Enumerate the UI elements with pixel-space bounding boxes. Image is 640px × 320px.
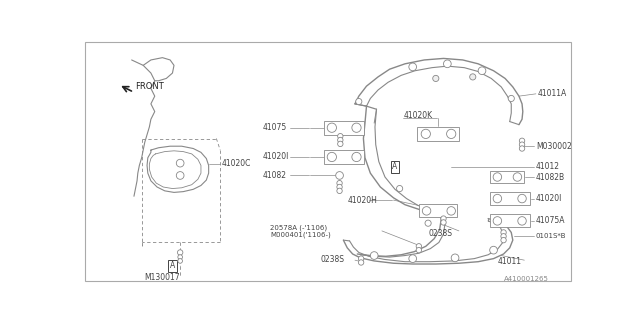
Text: 41075A: 41075A [536, 216, 565, 225]
Circle shape [433, 75, 439, 82]
Circle shape [508, 95, 515, 101]
Text: A: A [170, 261, 175, 270]
Circle shape [327, 123, 337, 132]
Circle shape [397, 186, 403, 192]
Circle shape [444, 60, 451, 68]
Circle shape [451, 254, 459, 262]
Circle shape [178, 259, 182, 263]
Circle shape [336, 172, 344, 179]
Text: 41075: 41075 [262, 123, 287, 132]
Bar [490, 214, 530, 227]
Text: M030002: M030002 [536, 142, 572, 151]
Circle shape [371, 252, 378, 260]
Circle shape [416, 247, 422, 253]
Circle shape [441, 216, 446, 221]
Circle shape [178, 255, 182, 260]
Bar [490, 171, 524, 183]
Circle shape [519, 138, 525, 143]
Text: 41020I: 41020I [536, 194, 563, 203]
Text: A410001265: A410001265 [504, 276, 548, 283]
Circle shape [338, 137, 343, 143]
Circle shape [352, 123, 361, 132]
Text: 0238S: 0238S [320, 255, 344, 264]
Circle shape [352, 152, 361, 162]
Bar [324, 150, 364, 164]
Circle shape [421, 129, 431, 139]
Text: FRONT: FRONT [136, 82, 164, 91]
Circle shape [493, 173, 502, 181]
Circle shape [501, 237, 506, 243]
Circle shape [490, 246, 497, 254]
Circle shape [478, 67, 486, 75]
Text: 41012: 41012 [536, 163, 560, 172]
Text: 0101S*B: 0101S*B [536, 233, 566, 238]
Text: 41020I: 41020I [262, 152, 289, 162]
Bar [419, 204, 458, 217]
Circle shape [518, 194, 526, 203]
Circle shape [519, 142, 525, 147]
Circle shape [338, 141, 343, 147]
Circle shape [176, 159, 184, 167]
Bar [417, 127, 459, 141]
Text: M130017: M130017 [144, 273, 179, 282]
Circle shape [338, 133, 343, 139]
Circle shape [358, 256, 364, 261]
Text: 41082: 41082 [262, 171, 287, 180]
Circle shape [337, 184, 342, 190]
Circle shape [358, 260, 364, 265]
Circle shape [441, 220, 446, 225]
Text: 20578A (-'1106): 20578A (-'1106) [270, 225, 328, 231]
Circle shape [493, 194, 502, 203]
Circle shape [501, 230, 506, 235]
Circle shape [416, 244, 422, 249]
Circle shape [425, 220, 431, 226]
Circle shape [447, 207, 456, 215]
Text: 41011: 41011 [497, 257, 522, 266]
Circle shape [409, 255, 417, 262]
Circle shape [422, 207, 431, 215]
Circle shape [337, 180, 342, 186]
Bar [324, 121, 364, 135]
Circle shape [176, 172, 184, 179]
Circle shape [409, 63, 417, 71]
Circle shape [447, 129, 456, 139]
Circle shape [493, 217, 502, 225]
Text: 41020K: 41020K [403, 111, 433, 120]
Text: 41011A: 41011A [538, 89, 566, 98]
Circle shape [513, 173, 522, 181]
Text: A: A [392, 163, 397, 172]
Circle shape [519, 146, 525, 151]
Circle shape [337, 188, 342, 194]
Text: 41082B: 41082B [536, 172, 565, 181]
Circle shape [327, 152, 337, 162]
Text: 41020C: 41020C [221, 159, 251, 168]
Text: 0238S: 0238S [428, 229, 452, 238]
Bar [490, 192, 530, 205]
Text: M000401('1106-): M000401('1106-) [270, 231, 331, 238]
Circle shape [356, 99, 362, 105]
Circle shape [501, 234, 506, 239]
Circle shape [177, 250, 183, 255]
Text: 41020H: 41020H [348, 196, 377, 204]
Circle shape [518, 217, 526, 225]
Circle shape [470, 74, 476, 80]
